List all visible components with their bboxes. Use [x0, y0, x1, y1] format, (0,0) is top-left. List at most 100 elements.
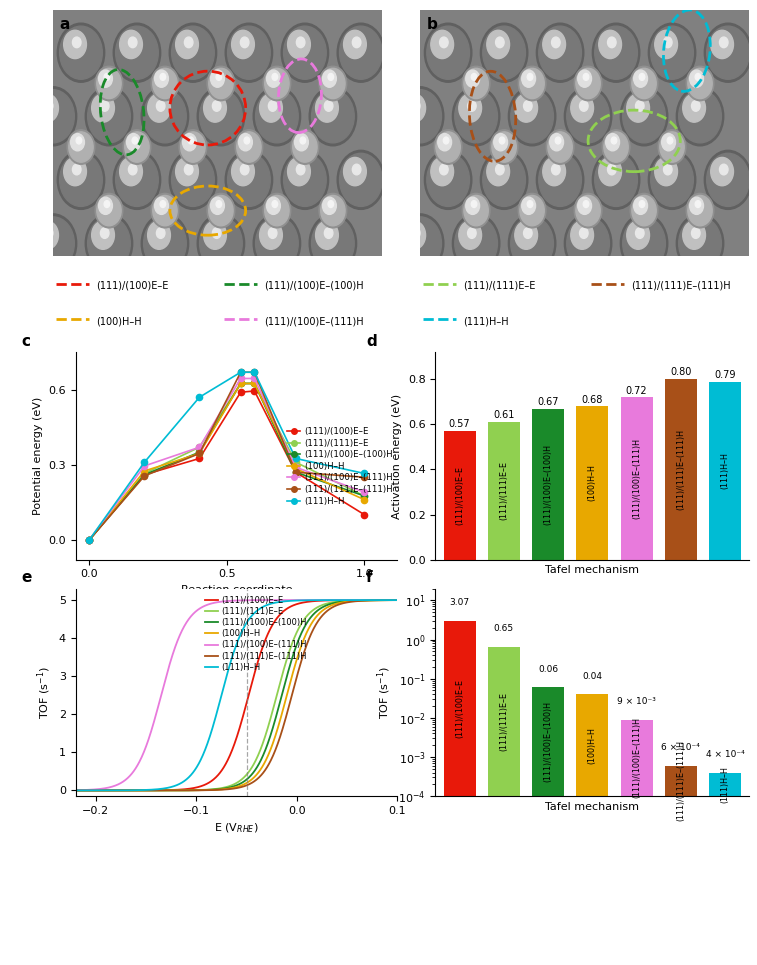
- Text: e: e: [21, 570, 31, 586]
- Circle shape: [539, 26, 581, 79]
- Circle shape: [198, 87, 245, 146]
- Circle shape: [676, 87, 724, 146]
- Text: (111)/(111)E–E: (111)/(111)E–E: [463, 281, 535, 290]
- (111)/(100)E–E: [360, 509, 369, 520]
- Circle shape: [552, 37, 560, 47]
- Circle shape: [425, 151, 472, 209]
- (111)/(111)E–(111)H: [236, 367, 245, 378]
- Circle shape: [634, 70, 647, 87]
- Text: (111)/(111)E–(111)H: (111)/(111)E–(111)H: [631, 281, 731, 290]
- Text: 6 × 10⁻⁴: 6 × 10⁻⁴: [662, 743, 700, 753]
- Circle shape: [593, 23, 640, 82]
- Circle shape: [98, 70, 113, 87]
- Text: (111)/(100)E–E: (111)/(100)E–E: [455, 678, 464, 738]
- Circle shape: [627, 221, 650, 249]
- Bar: [488, 647, 520, 965]
- Text: 0.80: 0.80: [670, 368, 692, 377]
- Text: (111)/(111)E–(111)H: (111)/(111)E–(111)H: [676, 740, 685, 821]
- Circle shape: [550, 133, 563, 151]
- Circle shape: [182, 133, 196, 151]
- Circle shape: [412, 100, 420, 111]
- Circle shape: [157, 228, 165, 238]
- Text: (111)/(100)E–(100)H: (111)/(100)E–(100)H: [544, 702, 553, 783]
- Circle shape: [244, 137, 250, 144]
- Circle shape: [663, 164, 672, 175]
- Circle shape: [232, 157, 254, 185]
- (100)H–H: [250, 377, 259, 389]
- Circle shape: [565, 87, 612, 146]
- Circle shape: [98, 197, 113, 214]
- Circle shape: [464, 69, 488, 98]
- Circle shape: [634, 197, 647, 214]
- Circle shape: [403, 221, 425, 249]
- Bar: [709, 773, 741, 965]
- Circle shape: [492, 132, 516, 162]
- Circle shape: [114, 23, 160, 82]
- Circle shape: [204, 94, 226, 123]
- Circle shape: [494, 133, 507, 151]
- Line: (111)/(100)E–E: (111)/(100)E–E: [86, 388, 368, 543]
- Circle shape: [555, 137, 561, 144]
- (111)/(100)E–(100)H: [250, 377, 259, 389]
- Circle shape: [571, 94, 593, 123]
- Circle shape: [86, 214, 132, 273]
- Circle shape: [123, 130, 151, 164]
- Circle shape: [522, 70, 535, 87]
- Circle shape: [284, 26, 326, 79]
- Circle shape: [719, 164, 728, 175]
- Circle shape: [200, 90, 242, 143]
- Bar: [576, 406, 609, 560]
- Circle shape: [522, 197, 535, 214]
- Circle shape: [632, 69, 656, 98]
- Circle shape: [309, 87, 357, 146]
- Circle shape: [324, 100, 333, 111]
- Circle shape: [319, 67, 347, 100]
- Circle shape: [126, 133, 140, 151]
- Circle shape: [207, 193, 235, 228]
- Circle shape: [412, 228, 420, 238]
- Circle shape: [459, 221, 481, 249]
- Circle shape: [511, 217, 553, 270]
- Circle shape: [620, 214, 668, 273]
- (111)/(111)E–(111)H: [360, 472, 369, 483]
- Circle shape: [528, 201, 533, 207]
- Circle shape: [397, 214, 444, 273]
- Text: f: f: [366, 570, 372, 586]
- Circle shape: [153, 196, 177, 226]
- Circle shape: [209, 69, 233, 98]
- Circle shape: [679, 90, 721, 143]
- Bar: [444, 620, 475, 965]
- Text: (111)/(100)E–(111)H: (111)/(100)E–(111)H: [263, 316, 363, 326]
- Circle shape: [399, 217, 441, 270]
- Circle shape: [352, 37, 361, 47]
- Circle shape: [207, 67, 235, 100]
- Circle shape: [639, 201, 645, 207]
- Circle shape: [144, 90, 186, 143]
- Text: 0.57: 0.57: [449, 420, 470, 429]
- Circle shape: [176, 157, 198, 185]
- Circle shape: [296, 37, 305, 47]
- Circle shape: [125, 132, 149, 162]
- Circle shape: [132, 137, 138, 144]
- Circle shape: [181, 132, 205, 162]
- Circle shape: [241, 37, 249, 47]
- Circle shape: [70, 133, 85, 151]
- Circle shape: [459, 94, 481, 123]
- (111)/(100)E–E: [85, 534, 94, 545]
- Circle shape: [539, 153, 581, 207]
- Circle shape: [88, 217, 130, 270]
- Circle shape: [97, 69, 121, 98]
- Circle shape: [67, 130, 95, 164]
- Text: (111)/(100)E–(100)H: (111)/(100)E–(100)H: [544, 444, 553, 525]
- Text: (111)/(100)E–(111)H: (111)/(100)E–(111)H: [632, 438, 641, 519]
- Circle shape: [631, 193, 658, 228]
- Circle shape: [515, 94, 537, 123]
- Circle shape: [104, 201, 110, 207]
- Circle shape: [263, 67, 291, 100]
- Circle shape: [237, 132, 261, 162]
- (111)/(111)E–(111)H: [140, 470, 149, 482]
- Line: (111)H–H: (111)H–H: [86, 369, 368, 543]
- (111)/(100)E–(100)H: [236, 377, 245, 389]
- (111)/(100)E–(100)H: [360, 490, 369, 502]
- Circle shape: [397, 87, 444, 146]
